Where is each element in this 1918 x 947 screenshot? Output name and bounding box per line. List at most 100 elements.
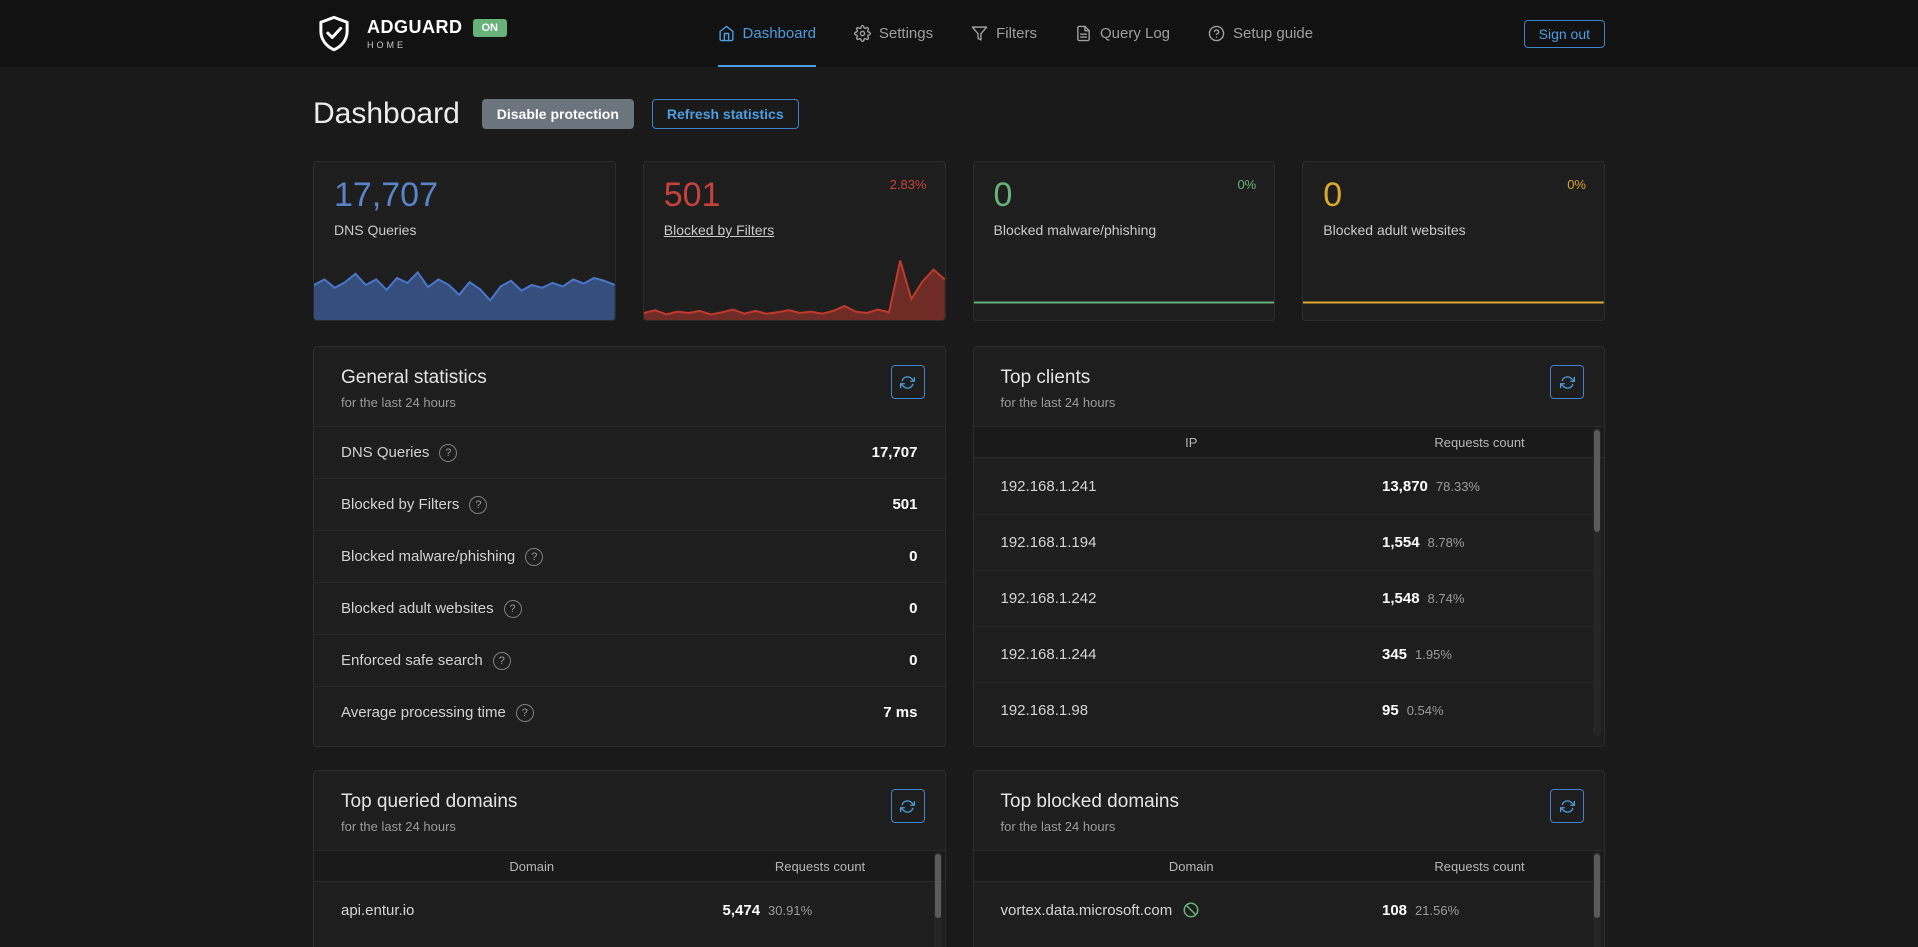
- client-ip: 192.168.1.244: [1000, 646, 1097, 663]
- domain-name: vortex.data.microsoft.com: [1000, 901, 1173, 919]
- stat-value: 0: [993, 176, 1013, 214]
- stat-label: Blocked malware/phishing: [993, 222, 1157, 238]
- scrollbar-thumb[interactable]: [934, 854, 941, 918]
- stat-card-blocked-filters: 501 Blocked by Filters 2.83%: [642, 161, 946, 321]
- scrollbar[interactable]: [1593, 852, 1601, 947]
- requests-count: 345: [1382, 646, 1408, 663]
- scrollbar[interactable]: [1593, 428, 1601, 736]
- stat-value: 501: [663, 176, 721, 214]
- domain-row: api.entur.io 5,474 30.91%: [314, 882, 945, 938]
- help-icon[interactable]: ?: [492, 651, 511, 670]
- stat-percent: 0%: [1237, 177, 1257, 192]
- card-title: Top queried domains: [341, 791, 518, 812]
- scrollbar[interactable]: [933, 852, 942, 947]
- sign-out-button[interactable]: Sign out: [1523, 19, 1605, 48]
- row-label: Blocked adult websites: [341, 600, 494, 617]
- column-header-requests: Requests count: [1434, 434, 1525, 450]
- top-blocked-domains-card: Top blocked domains for the last 24 hour…: [972, 770, 1605, 947]
- column-header-domain: Domain: [1168, 858, 1214, 874]
- help-circle-icon: [1208, 25, 1225, 42]
- refresh-statistics-button[interactable]: Refresh statistics: [651, 99, 799, 129]
- row-label: Enforced safe search: [341, 652, 483, 669]
- file-text-icon: [1077, 25, 1090, 42]
- client-ip: 192.168.1.242: [1000, 590, 1097, 607]
- row-label: DNS Queries: [341, 444, 430, 461]
- requests-percent: 1.95%: [1415, 647, 1452, 662]
- top-queried-domains-card: Top queried domains for the last 24 hour…: [313, 770, 946, 947]
- refresh-top-blocked-button[interactable]: [1550, 789, 1584, 823]
- card-title: Top blocked domains: [1000, 791, 1180, 812]
- blocked-by-filters-link[interactable]: Blocked by Filters: [663, 222, 775, 238]
- requests-count: 5,474: [722, 901, 761, 919]
- requests-percent: 0.54%: [1406, 703, 1444, 718]
- client-ip: 192.168.1.98: [1000, 702, 1089, 719]
- refresh-top-clients-button[interactable]: [1550, 365, 1584, 399]
- card-subtitle: for the last 24 hours: [1000, 819, 1116, 834]
- row-value: 7 ms: [883, 704, 918, 721]
- blocked-service-icon[interactable]: [1182, 901, 1200, 919]
- help-icon[interactable]: ?: [525, 547, 544, 566]
- top-clients-table: IP Requests count 192.168.1.241 13,870 78…: [973, 426, 1604, 738]
- row-value: 0: [909, 652, 918, 669]
- scrollbar-thumb[interactable]: [1594, 430, 1600, 532]
- protection-status-badge: ON: [472, 18, 507, 37]
- column-header-requests: Requests count: [1434, 858, 1525, 874]
- requests-count: 108: [1382, 901, 1408, 919]
- requests-percent: 21.56%: [1415, 902, 1460, 918]
- page-title: Dashboard: [313, 97, 460, 130]
- nav-item-query-log[interactable]: Query Log: [1075, 0, 1170, 67]
- shield-check-icon: [319, 15, 349, 51]
- client-row: 192.168.1.242 1,548 8.74%: [973, 570, 1604, 626]
- domain-row: vortex.data.microsoft.com 108 21.56%: [974, 882, 1605, 938]
- home-icon: [718, 25, 734, 42]
- nav-label: Setup guide: [1233, 25, 1314, 42]
- row-value: 17,707: [871, 444, 918, 461]
- card-subtitle: for the last 24 hours: [1000, 395, 1116, 410]
- nav-item-setup-guide[interactable]: Setup guide: [1208, 0, 1313, 67]
- stat-percent: 2.83%: [889, 177, 927, 192]
- help-icon[interactable]: ?: [439, 443, 458, 462]
- gear-icon: [853, 25, 871, 42]
- nav-item-settings[interactable]: Settings: [853, 0, 933, 67]
- column-header-domain: Domain: [509, 858, 555, 874]
- client-row: 192.168.1.244 345 1.95%: [973, 626, 1604, 682]
- help-icon[interactable]: ?: [503, 599, 522, 618]
- refresh-icon: [900, 375, 915, 389]
- help-icon[interactable]: ?: [469, 495, 488, 514]
- main-nav: Dashboard Settings Filters: [507, 0, 1524, 67]
- row-value: 0: [909, 600, 918, 617]
- top-blocked-table: Domain Requests count vortex.data.micros…: [973, 850, 1605, 947]
- requests-percent: 8.78%: [1427, 535, 1465, 550]
- requests-percent: 78.33%: [1435, 478, 1480, 494]
- adguard-logo: ADGUARD ON HOME: [313, 13, 507, 55]
- row-value: 501: [892, 496, 918, 513]
- row-label: Blocked by Filters: [341, 496, 460, 513]
- domain-name: api.entur.io: [341, 901, 415, 919]
- scrollbar-thumb[interactable]: [1594, 854, 1600, 918]
- stat-percent: 0%: [1567, 177, 1586, 192]
- nav-item-filters[interactable]: Filters: [971, 0, 1037, 67]
- row-value: 0: [909, 548, 918, 565]
- nav-label: Query Log: [1099, 25, 1171, 42]
- client-ip: 192.168.1.241: [1000, 477, 1097, 495]
- card-title: Top clients: [1000, 367, 1091, 388]
- stat-card-blocked-adult: 0 Blocked adult websites 0%: [1302, 161, 1605, 321]
- client-row: 192.168.1.98 95 0.54%: [973, 682, 1604, 738]
- disable-protection-button[interactable]: Disable protection: [481, 99, 634, 129]
- client-ip: 192.168.1.194: [1000, 534, 1097, 551]
- brand-subtitle: HOME: [367, 40, 406, 50]
- refresh-top-queried-button[interactable]: [890, 789, 925, 823]
- stat-label: Blocked adult websites: [1323, 222, 1466, 238]
- nav-item-dashboard[interactable]: Dashboard: [717, 0, 816, 67]
- general-statistics-card: General statistics for the last 24 hours…: [313, 346, 946, 747]
- stat-card-dns-queries: 17,707 DNS Queries: [313, 161, 616, 321]
- card-title: General statistics: [341, 367, 487, 388]
- blocked-filters-sparkline: [643, 250, 945, 320]
- requests-count: 1,554: [1382, 534, 1420, 551]
- help-icon[interactable]: ?: [515, 703, 534, 722]
- stat-label: DNS Queries: [334, 222, 417, 238]
- stats-row: DNS Queries? 17,707: [314, 426, 945, 478]
- refresh-general-statistics-button[interactable]: [890, 365, 925, 399]
- requests-percent: 30.91%: [768, 902, 813, 918]
- stats-row: Enforced safe search? 0: [314, 634, 945, 686]
